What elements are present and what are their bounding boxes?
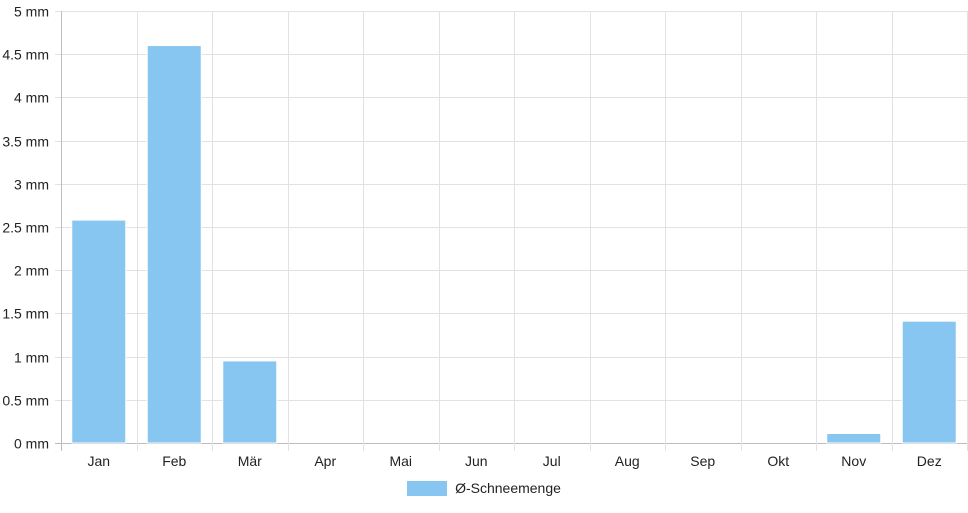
- legend-swatch[interactable]: [407, 480, 448, 496]
- x-tick-label: Nov: [841, 453, 866, 469]
- bar-dez: [901, 320, 957, 444]
- grid-lines: [55, 11, 968, 451]
- y-tick-label: 2.5 mm: [2, 220, 49, 236]
- x-tick-label: Sep: [690, 453, 715, 469]
- bar-feb: [146, 45, 202, 444]
- y-tick-label: 3.5 mm: [2, 134, 49, 150]
- y-tick-label: 3 mm: [14, 177, 49, 193]
- x-tick-label: Mai: [389, 453, 412, 469]
- y-tick-label: 4.5 mm: [2, 47, 49, 63]
- bar-nov: [826, 432, 882, 444]
- x-tick-label: Feb: [162, 453, 186, 469]
- y-tick-label: 0 mm: [14, 436, 49, 452]
- y-tick-label: 4 mm: [14, 90, 49, 106]
- tick-labels: 0 mm 0.5 mm 1 mm 1.5 mm 2 mm 2.5 mm 3 mm 3.5 mm…: [2, 4, 941, 470]
- x-tick-label: Jan: [87, 453, 110, 469]
- bar-mär: [222, 360, 278, 444]
- x-tick-label: Jul: [543, 453, 561, 469]
- x-tick-label: Apr: [314, 453, 336, 469]
- y-tick-label: 1.5 mm: [2, 306, 49, 322]
- x-tick-label: Jun: [465, 453, 488, 469]
- y-tick-label: 1 mm: [14, 350, 49, 366]
- x-tick-label: Aug: [615, 453, 640, 469]
- x-tick-label: Dez: [917, 453, 942, 469]
- x-tick-label: Okt: [767, 453, 789, 469]
- x-tick-label: Mär: [238, 453, 262, 469]
- bar-jan: [71, 219, 127, 444]
- bars: [71, 45, 957, 444]
- y-tick-label: 2 mm: [14, 263, 49, 279]
- legend-label[interactable]: Ø-Schneemenge: [455, 480, 561, 496]
- y-tick-label: 0.5 mm: [2, 393, 49, 409]
- y-tick-label: 5 mm: [14, 4, 49, 20]
- legend[interactable]: Ø-Schneemenge: [0, 480, 968, 496]
